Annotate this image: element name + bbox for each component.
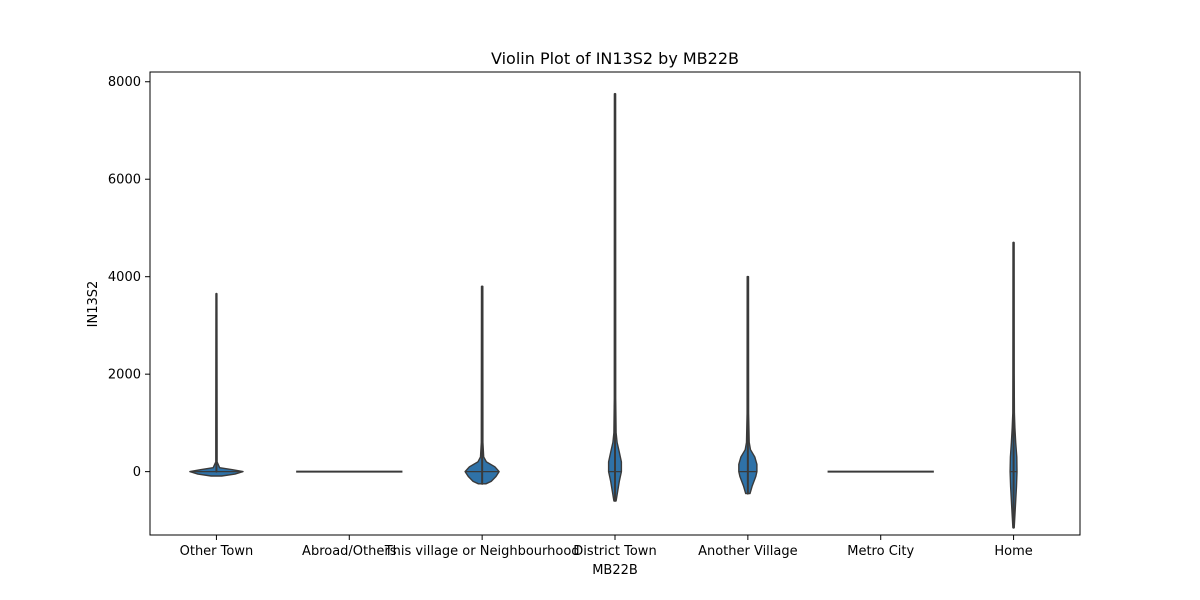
y-tick-label: 8000 xyxy=(108,75,141,90)
x-tick-label: Home xyxy=(994,544,1032,559)
x-tick-label: Abroad/Others xyxy=(302,544,397,559)
violin-group xyxy=(189,92,1018,529)
violin-7 xyxy=(1009,241,1018,529)
x-tick-label: District Town xyxy=(573,544,656,559)
x-tick-label: This village or Neighbourhood xyxy=(384,544,580,559)
y-axis: 0 2000 4000 6000 8000 xyxy=(108,75,150,480)
y-tick-label: 0 xyxy=(133,465,141,480)
violin-5 xyxy=(738,275,758,495)
y-axis-label: IN13S2 xyxy=(86,281,101,328)
y-tick-label: 2000 xyxy=(108,368,141,383)
y-tick-label: 4000 xyxy=(108,270,141,285)
x-tick-label: Other Town xyxy=(180,544,254,559)
x-tick-label: Another Village xyxy=(698,544,798,559)
violin-4 xyxy=(607,92,623,502)
chart-title: Violin Plot of IN13S2 by MB22B xyxy=(491,49,739,68)
violin-3 xyxy=(464,285,500,485)
y-tick-label: 6000 xyxy=(108,173,141,188)
x-axis-label: MB22B xyxy=(592,563,638,578)
x-tick-label: Metro City xyxy=(847,544,914,559)
violin-1 xyxy=(189,292,244,477)
